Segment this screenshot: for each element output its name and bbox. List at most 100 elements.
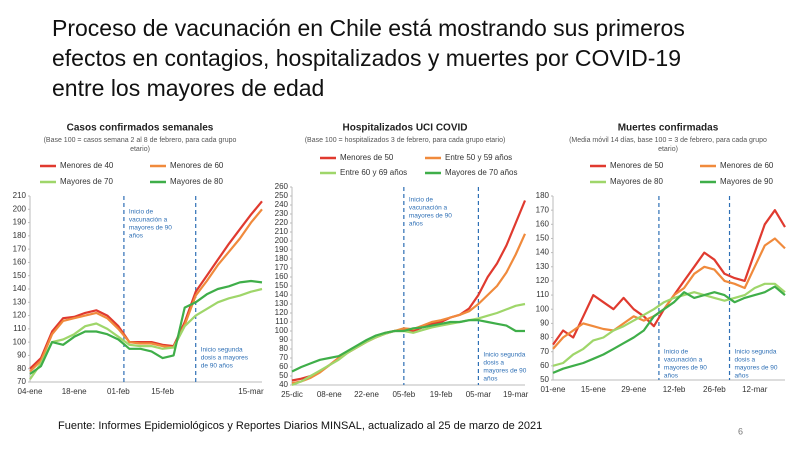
annotation: vacunación a [409,205,448,212]
chart-subtitle: etario) [658,146,678,153]
annotation: vacunación a [664,357,703,364]
annotation: Inicio segunda [201,347,243,354]
x-tick-label: 19-mar [503,390,529,399]
annotation: mayores de 90 [409,213,452,220]
chart-subtitle: (Base 100 = hospitalizados 3 de febrero,… [305,137,506,144]
y-tick-label: 70 [17,377,26,386]
y-tick-label: 240 [275,200,289,209]
x-tick-label: 25-dic [281,390,303,399]
annotation: mayores de 90 [129,225,172,232]
x-tick-label: 01-ene [541,385,566,394]
y-tick-label: 260 [275,182,289,191]
annotation: años [409,221,424,228]
annotation: Inicio segunda [483,352,525,359]
x-tick-label: 15-ene [581,385,606,394]
x-tick-label: 01-feb [107,387,130,396]
y-tick-label: 190 [13,218,27,227]
y-tick-label: 180 [536,191,550,200]
y-tick-label: 160 [13,258,27,267]
y-tick-label: 150 [13,271,27,280]
series-line [552,237,786,350]
x-tick-label: 12-mar [742,385,768,394]
legend-label: Mayores de 70 [60,177,113,186]
x-tick-label: 05-feb [392,390,415,399]
annotation: mayores de 90 [664,365,707,372]
y-tick-label: 200 [275,236,289,245]
x-tick-label: 29-ene [621,385,646,394]
y-tick-label: 80 [279,344,288,353]
annotation: dosis a mayores [201,355,249,362]
annotation: años [483,376,498,383]
y-tick-label: 60 [540,361,549,370]
y-tick-label: 150 [536,234,550,243]
y-tick-label: 170 [275,263,289,272]
y-tick-label: 50 [540,375,549,384]
y-tick-label: 50 [279,371,288,380]
y-tick-label: 60 [279,362,288,371]
chart-title: Hospitalizados UCI COVID [342,123,467,134]
legend-label: Menores de 40 [60,161,114,170]
legend-label: Menores de 60 [720,161,774,170]
y-tick-label: 130 [536,262,550,271]
legend-label: Menores de 60 [170,161,224,170]
legend-label: Mayores de 80 [610,177,663,186]
y-tick-label: 100 [536,304,550,313]
series-line [29,279,263,375]
y-tick-label: 70 [540,347,549,356]
y-tick-label: 130 [13,297,27,306]
annotation: Inicio de [129,209,154,216]
y-tick-label: 70 [279,353,288,362]
annotation: años [664,373,679,380]
slide-title: entre los mayores de edad [52,75,324,101]
y-tick-label: 160 [275,272,289,281]
chart-subtitle: (Base 100 = casos semana 2 al 8 de febre… [44,137,237,144]
y-tick-label: 140 [536,248,550,257]
y-tick-label: 90 [17,351,26,360]
y-tick-label: 190 [275,245,289,254]
annotation: de 90 años [201,363,234,370]
series-line [29,200,263,370]
y-tick-label: 150 [275,281,289,290]
page-number: 6 [738,426,743,436]
x-tick-label: 12-feb [663,385,686,394]
y-tick-label: 110 [536,290,549,299]
y-tick-label: 210 [275,227,289,236]
x-tick-label: 04-ene [18,387,43,396]
annotation: mayores de 90 [735,365,778,372]
y-tick-label: 180 [275,254,289,263]
annotation: dosis a [735,357,756,364]
series-line [552,282,786,367]
y-tick-label: 110 [13,324,26,333]
y-tick-label: 120 [536,276,550,285]
y-tick-label: 40 [279,380,288,389]
y-tick-label: 110 [275,317,288,326]
legend-label: Menores de 50 [340,153,394,162]
annotation: vacunación a [129,217,168,224]
chart-subtitle: etario) [130,146,150,153]
y-tick-label: 200 [13,204,27,213]
legend-label: Mayores de 90 [720,177,773,186]
x-tick-label: 15-mar [238,387,264,396]
slide-title: efectos en contagios, hospitalizados y m… [52,45,681,71]
y-tick-label: 120 [275,308,289,317]
legend-label: Mayores de 70 años [445,168,518,177]
source: Fuente: Informes Epidemiológicos y Repor… [58,420,542,432]
series-line [291,319,525,373]
x-tick-label: 22-ene [354,390,379,399]
legend-label: Mayores de 80 [170,177,223,186]
y-tick-label: 80 [17,364,26,373]
x-tick-label: 19-feb [430,390,453,399]
y-tick-label: 180 [13,231,27,240]
y-tick-label: 220 [275,218,289,227]
y-tick-label: 130 [275,299,289,308]
y-tick-label: 120 [13,311,27,320]
series-line [291,302,526,387]
y-tick-label: 230 [275,209,289,218]
slide-title: Proceso de vacunación en Chile está most… [52,15,685,41]
annotation: mayores de 90 [483,368,526,375]
y-tick-label: 140 [275,290,289,299]
annotation: dosis a [483,360,504,367]
annotation: Inicio segunda [735,349,777,356]
legend-label: Entre 60 y 69 años [340,168,407,177]
